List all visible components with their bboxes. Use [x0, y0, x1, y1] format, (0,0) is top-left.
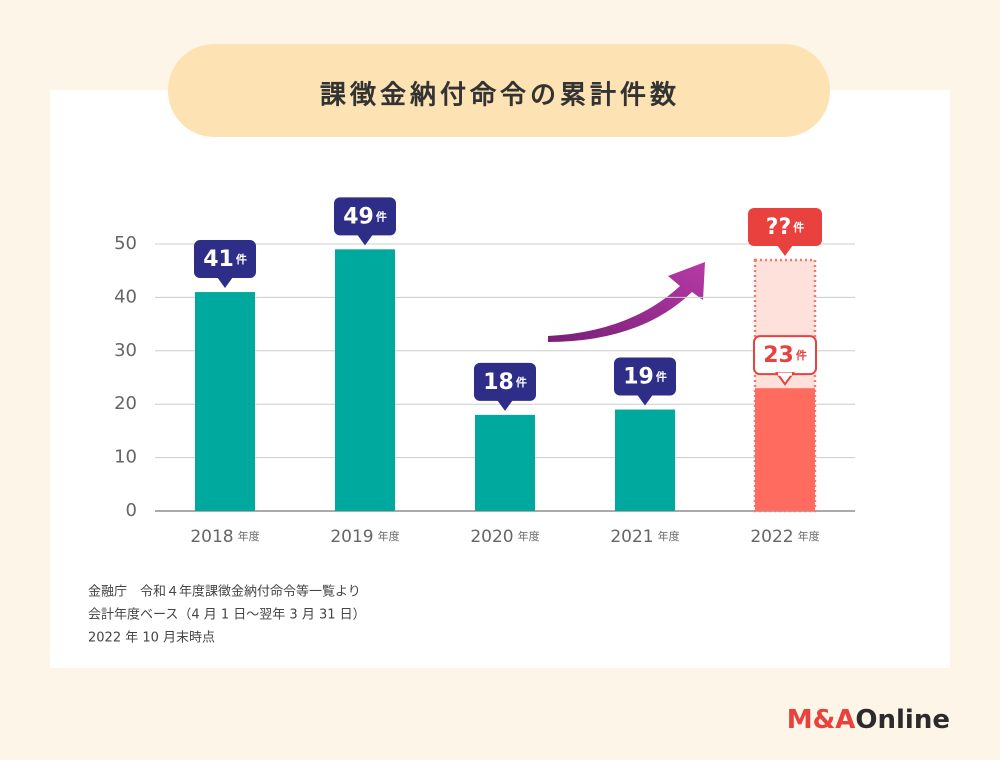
value-number: 23 — [763, 343, 794, 368]
value-label: 18 件 — [483, 370, 527, 395]
value-label: 23 件 — [763, 343, 807, 368]
value-number: 49 — [343, 204, 374, 229]
value-label: 49 件 — [343, 204, 387, 229]
logo-part: Online — [855, 705, 950, 735]
x-tick-year: 2020 — [470, 527, 513, 547]
y-tick-label: 30 — [114, 340, 137, 361]
label-pointer — [217, 277, 233, 289]
label-pointer — [777, 245, 793, 257]
y-tick-label: 0 — [126, 500, 137, 521]
x-tick-label: 2018 年度 — [190, 527, 259, 547]
chart-title: 課徴金納付命令の累計件数 — [320, 81, 680, 111]
trend-arrow — [548, 262, 705, 342]
value-number: 18 — [483, 370, 514, 395]
value-unit: 件 — [656, 370, 667, 384]
value-number: 41 — [203, 247, 234, 272]
value-unit: 件 — [376, 209, 387, 223]
projection-text: ?? — [766, 215, 792, 240]
y-tick-label: 20 — [114, 393, 137, 414]
value-callout: 41 件 — [194, 240, 256, 289]
logo-part: M&A — [787, 705, 856, 735]
bar — [335, 249, 395, 511]
label-box — [474, 362, 536, 401]
label-box — [334, 197, 396, 236]
value-unit: 件 — [236, 252, 247, 266]
value-unit: 件 — [796, 348, 807, 362]
x-tick-suffix: 年度 — [658, 529, 680, 543]
value-unit: 件 — [793, 220, 804, 234]
value-callout: 49 件 — [334, 197, 396, 246]
bar — [755, 388, 815, 511]
note: 金融庁 令和４年度課徴金納付命令等一覧より — [88, 584, 361, 600]
x-tick-suffix: 年度 — [238, 529, 260, 543]
note: 会計年度ベース（4 月 1 日〜翌年 3 月 31 日） — [88, 607, 366, 623]
label-pointer — [497, 399, 513, 411]
value-callout: 23 件 — [753, 335, 817, 386]
logo: M&AOnline — [787, 705, 950, 735]
label-box — [194, 240, 256, 279]
value-label: 19 件 — [623, 365, 667, 390]
y-tick-label: 10 — [114, 447, 137, 468]
title-pill — [168, 44, 830, 137]
x-tick-year: 2021 — [610, 527, 653, 547]
x-tick-label: 2020 年度 — [470, 527, 539, 547]
x-tick-suffix: 年度 — [798, 529, 820, 543]
x-tick-label: 2019 年度 — [330, 527, 399, 547]
projection-label: ?? 件 — [766, 215, 805, 240]
y-tick-label: 40 — [114, 286, 137, 307]
bar — [475, 414, 535, 511]
value-number: 19 — [623, 365, 654, 390]
x-tick-label: 2022 年度 — [750, 527, 819, 547]
projection-callout: ?? 件 — [748, 208, 822, 257]
x-tick-year: 2018 — [190, 527, 233, 547]
bar — [195, 292, 255, 511]
note: 2022 年 10 月末時点 — [88, 631, 215, 646]
value-callout: 18 件 — [474, 362, 536, 411]
value-callout: 19 件 — [614, 357, 676, 406]
value-label: 41 件 — [203, 247, 247, 272]
value-unit: 件 — [516, 375, 527, 389]
label-pointer — [637, 394, 653, 406]
x-tick-label: 2021 年度 — [610, 527, 679, 547]
x-tick-suffix: 年度 — [518, 529, 540, 543]
x-tick-year: 2019 — [330, 527, 373, 547]
label-box — [614, 357, 676, 396]
bar — [615, 409, 675, 511]
x-tick-year: 2022 — [750, 527, 793, 547]
label-pointer — [357, 234, 373, 246]
x-tick-suffix: 年度 — [378, 529, 400, 543]
label-box — [748, 208, 822, 247]
y-tick-label: 50 — [114, 233, 137, 254]
